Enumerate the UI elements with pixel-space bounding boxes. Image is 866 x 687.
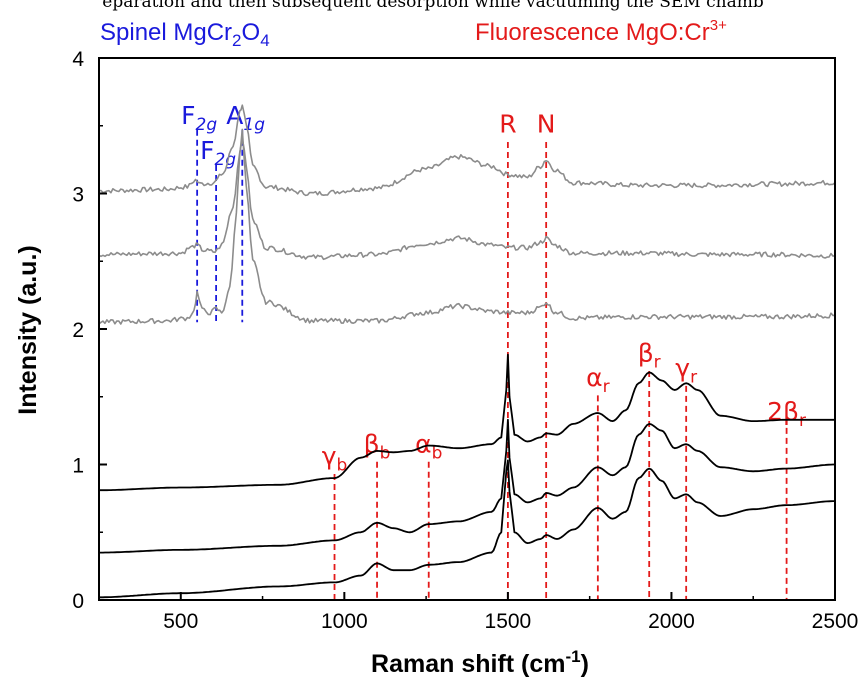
- fluorescence-marker-label: 2βr: [767, 397, 806, 431]
- fluorescence-marker-label: βr: [638, 339, 661, 373]
- spinel-marker-label: F2g: [200, 136, 236, 170]
- x-tick-label: 500: [163, 610, 198, 633]
- fluorescence-header: Fluorescence MgO:Cr3+: [475, 17, 727, 46]
- fluorescence-marker-label: αr: [586, 363, 609, 397]
- fluorescence-marker-label: βb: [364, 429, 391, 463]
- fluorescence-trace-4: [99, 418, 835, 554]
- spinel-trace-2: [99, 128, 835, 325]
- y-tick-label: 1: [72, 455, 84, 478]
- fluorescence-marker-label: N: [537, 110, 556, 139]
- caption-fragment: eparation and then subsequent desorption…: [102, 0, 764, 12]
- spinel-header: Spinel MgCr2O4: [100, 19, 270, 50]
- spinel-marker-label: A1g: [226, 101, 265, 135]
- y-tick-label: 0: [72, 590, 84, 613]
- y-tick-label: 4: [72, 48, 84, 71]
- x-axis-label: Raman shift (cm-1): [371, 647, 589, 678]
- spinel-trace-1: [99, 138, 835, 261]
- fluorescence-marker-label: αb: [415, 429, 442, 463]
- y-axis-label: Intensity (a.u.): [14, 245, 42, 414]
- x-tick-label: 2000: [648, 610, 695, 633]
- fluorescence-marker-label: γr: [675, 353, 697, 387]
- spinel-marker-label: F2g: [181, 101, 217, 135]
- fluorescence-trace-5: [99, 459, 835, 599]
- x-tick-label: 1000: [321, 610, 368, 633]
- y-tick-label: 2: [72, 319, 84, 342]
- x-tick-label: 1500: [485, 610, 532, 633]
- x-tick-label: 2500: [812, 610, 859, 633]
- y-tick-label: 3: [72, 184, 84, 207]
- fluorescence-marker-label: γb: [322, 442, 348, 476]
- fluorescence-marker-label: R: [499, 110, 516, 139]
- fluorescence-trace-3: [99, 353, 835, 492]
- spinel-trace-0: [99, 104, 835, 197]
